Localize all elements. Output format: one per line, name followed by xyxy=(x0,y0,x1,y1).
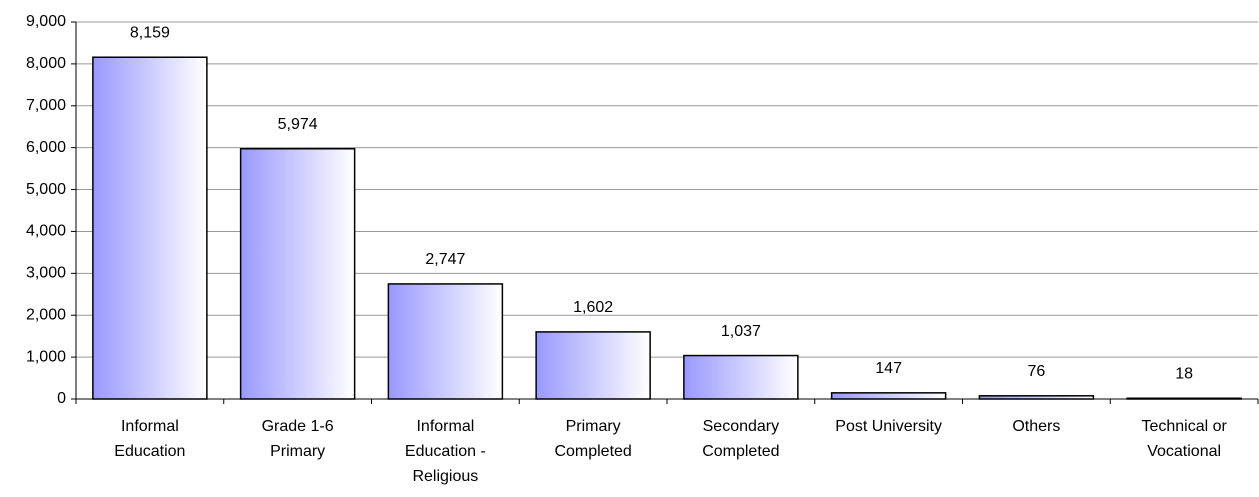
bar xyxy=(535,331,651,400)
y-tick-label: 3,000 xyxy=(26,265,66,282)
y-tick-label: 5,000 xyxy=(26,181,66,198)
x-tick-label: Post University xyxy=(835,418,942,435)
x-tick-label: Grade 1-6 Primary xyxy=(261,418,334,460)
y-tick-label: 4,000 xyxy=(26,223,66,240)
y-tick-label: 0 xyxy=(57,390,66,407)
bar xyxy=(978,395,1095,400)
x-tick-label: Secondary Completed xyxy=(702,418,780,460)
value-label: 76 xyxy=(1027,363,1045,380)
bar xyxy=(387,283,504,400)
x-tick-label: Technical or Vocational xyxy=(1141,418,1227,460)
bar xyxy=(92,56,208,400)
value-label: 2,747 xyxy=(425,251,465,268)
y-tick-label: 1,000 xyxy=(26,348,66,365)
y-tick-label: 8,000 xyxy=(26,55,66,72)
value-label: 18 xyxy=(1175,365,1193,382)
y-tick-label: 7,000 xyxy=(26,97,66,114)
bar xyxy=(830,392,947,400)
y-tick-label: 9,000 xyxy=(26,13,66,30)
x-tick-label: Primary Completed xyxy=(554,418,632,460)
value-label: 1,037 xyxy=(721,323,761,340)
x-tick-label: Others xyxy=(1012,418,1061,435)
value-label: 5,974 xyxy=(278,116,318,133)
x-tick-label: Informal Education xyxy=(114,418,186,460)
value-label: 147 xyxy=(875,360,902,377)
bar xyxy=(1126,397,1242,400)
y-tick-label: 2,000 xyxy=(26,306,66,323)
y-tick-label: 6,000 xyxy=(26,139,66,156)
x-tick-label: Informal Education - Religious xyxy=(404,418,486,485)
bar xyxy=(239,148,356,400)
value-label: 1,602 xyxy=(573,299,613,316)
value-label: 8,159 xyxy=(130,24,170,41)
bar xyxy=(683,354,799,400)
